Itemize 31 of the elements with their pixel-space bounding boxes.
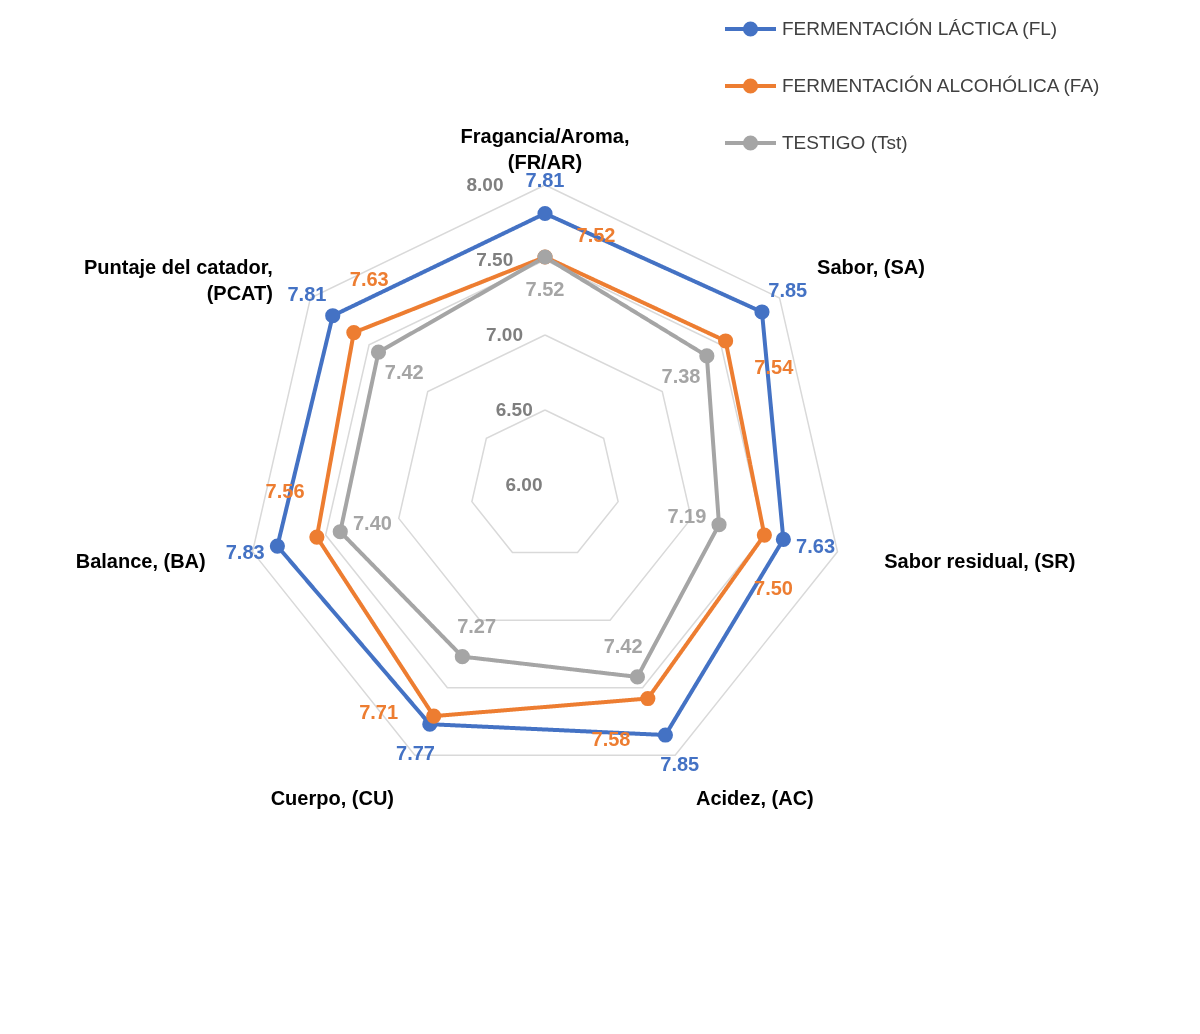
data-label: 7.83 xyxy=(225,541,265,564)
legend-label: FERMENTACIÓN ALCOHÓLICA (FA) xyxy=(782,75,1100,96)
data-label: 7.63 xyxy=(796,534,836,557)
spoke-label: Cuerpo, (CU) xyxy=(270,786,395,809)
y-tick-label: 6.50 xyxy=(495,399,533,420)
data-label: 7.42 xyxy=(384,360,424,383)
spoke-label: Balance, (BA) xyxy=(75,550,206,573)
data-label: 7.58 xyxy=(591,727,631,750)
y-tick-label: 8.00 xyxy=(466,174,504,195)
data-label: 7.40 xyxy=(352,512,392,535)
data-label: 7.19 xyxy=(667,505,707,528)
legend-label: FERMENTACIÓN LÁCTICA (FL) xyxy=(782,18,1058,39)
data-label: 7.77 xyxy=(396,741,435,764)
data-label: 7.85 xyxy=(768,279,808,302)
legend-label: TESTIGO (Tst) xyxy=(782,132,908,153)
data-label: 7.50 xyxy=(754,577,793,600)
data-label: 7.71 xyxy=(359,700,399,723)
data-label: 7.52 xyxy=(525,278,565,300)
data-label: 7.81 xyxy=(287,283,327,306)
y-tick-label: 7.00 xyxy=(486,324,523,345)
spoke-label: Acidez, (AC) xyxy=(695,786,814,809)
data-label: 7.27 xyxy=(457,614,497,637)
data-label: 7.63 xyxy=(349,267,389,290)
y-tick-label: 7.50 xyxy=(476,249,514,270)
spoke-label: Sabor residual, (SR) xyxy=(884,550,1076,573)
spoke-label: Sabor, (SA) xyxy=(817,256,925,279)
spoke-label: Puntaje del catador, (PCAT) xyxy=(83,256,273,305)
data-label: 7.38 xyxy=(661,364,701,387)
y-tick-label: 6.00 xyxy=(505,474,543,495)
data-label: 7.42 xyxy=(603,635,643,658)
data-label: 7.85 xyxy=(660,752,700,775)
